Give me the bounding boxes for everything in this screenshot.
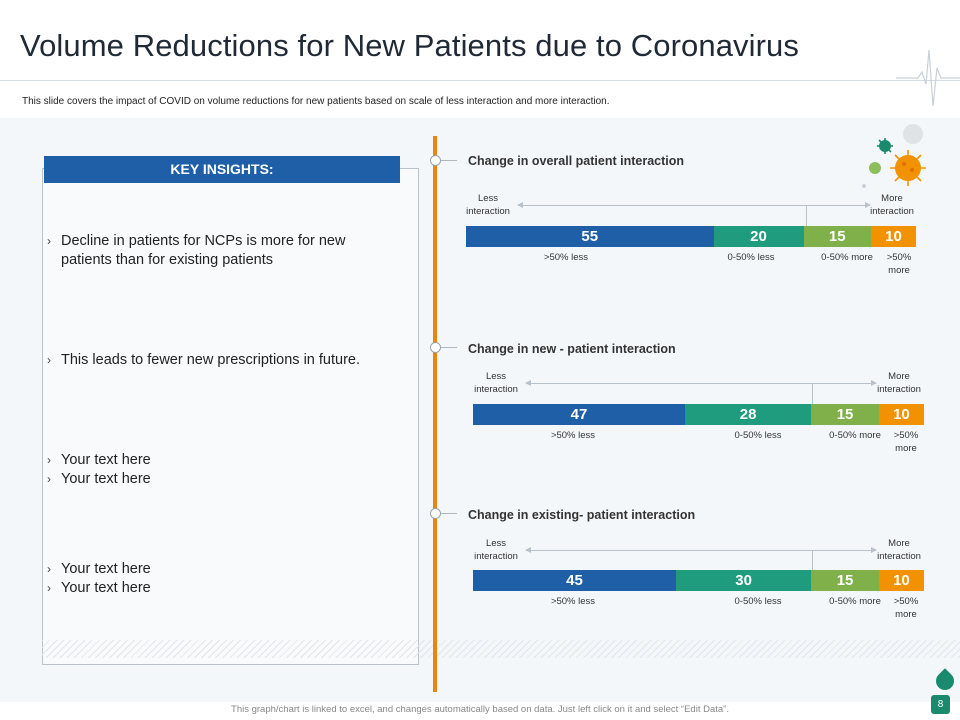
bar-segment: 10 — [871, 226, 916, 247]
heartbeat-icon — [896, 49, 960, 107]
category-label: >50% more — [886, 252, 912, 276]
bar-segment: 15 — [811, 570, 879, 591]
category-label: >50% less — [550, 596, 596, 607]
insight-bullet: › Your text here — [47, 452, 151, 468]
bar-segment: 10 — [878, 570, 924, 591]
chevron-right-icon: › — [47, 234, 51, 248]
category-label: >50% more — [893, 430, 919, 454]
bar-segment: 45 — [473, 570, 676, 591]
less-interaction-label: Less interaction — [466, 193, 510, 217]
timeline-node — [430, 508, 441, 519]
category-label: 0-50% less — [734, 430, 782, 441]
stacked-bar: 55 20 15 10 — [466, 226, 916, 247]
stacked-bar: 45 30 15 10 — [473, 570, 924, 591]
category-label: 0-50% less — [727, 252, 775, 263]
category-label: 0-50% less — [734, 596, 782, 607]
timeline-node — [430, 342, 441, 353]
page-title: Volume Reductions for New Patients due t… — [20, 28, 799, 63]
insights-panel — [42, 168, 419, 665]
less-interaction-label: Less interaction — [474, 538, 518, 562]
insight-bullet: › Your text here — [47, 580, 151, 596]
hatch-decoration — [42, 640, 960, 658]
chevron-right-icon: › — [47, 581, 51, 595]
chart-title: Change in existing- patient interaction — [468, 508, 696, 522]
timeline-connector — [441, 347, 457, 348]
footer-note: This graph/chart is linked to excel, and… — [231, 704, 729, 715]
bar-segment: 15 — [811, 404, 879, 425]
scale-divider — [806, 205, 807, 226]
bar-segment: 15 — [803, 226, 871, 247]
timeline-connector — [441, 160, 457, 161]
more-interaction-label: More interaction — [877, 371, 921, 395]
insights-heading: KEY INSIGHTS: — [44, 156, 400, 183]
bar-segment: 20 — [713, 226, 804, 247]
bar-segment: 10 — [878, 404, 924, 425]
more-interaction-label: More interaction — [870, 193, 914, 217]
insight-bullet: › Your text here — [47, 561, 151, 577]
title-divider — [0, 80, 960, 81]
timeline-connector — [441, 513, 457, 514]
scale-divider — [812, 550, 813, 570]
category-label: >50% less — [550, 430, 596, 441]
more-interaction-label: More interaction — [877, 538, 921, 562]
chevron-right-icon: › — [47, 562, 51, 576]
chevron-right-icon: › — [47, 453, 51, 467]
scale-divider — [812, 383, 813, 404]
chart-title: Change in overall patient interaction — [468, 154, 685, 168]
chevron-right-icon: › — [47, 353, 51, 367]
category-label: 0-50% more — [821, 252, 873, 263]
timeline-line — [433, 136, 437, 692]
less-interaction-label: Less interaction — [474, 371, 518, 395]
coronavirus-icon — [862, 124, 926, 188]
timeline-node — [430, 155, 441, 166]
bar-segment: 47 — [473, 404, 685, 425]
category-label: >50% more — [893, 596, 919, 620]
insight-bullet: › Decline in patients for NCPs is more f… — [47, 233, 346, 268]
bar-segment: 30 — [675, 570, 812, 591]
chart-title: Change in new - patient interaction — [468, 342, 676, 356]
insight-bullet: › This leads to fewer new prescriptions … — [47, 352, 360, 368]
bar-segment: 55 — [466, 226, 714, 247]
interaction-scale-arrow — [525, 547, 877, 553]
category-label: 0-50% more — [829, 596, 881, 607]
slide-description: This slide covers the impact of COVID on… — [22, 96, 610, 107]
page-number: 8 — [931, 695, 950, 714]
stacked-bar: 47 28 15 10 — [473, 404, 924, 425]
category-label: 0-50% more — [829, 430, 881, 441]
category-label: >50% less — [543, 252, 589, 263]
insight-bullet: › Your text here — [47, 471, 151, 487]
interaction-scale-arrow — [517, 202, 871, 208]
interaction-scale-arrow — [525, 380, 877, 386]
chevron-right-icon: › — [47, 472, 51, 486]
bar-segment: 28 — [684, 404, 812, 425]
